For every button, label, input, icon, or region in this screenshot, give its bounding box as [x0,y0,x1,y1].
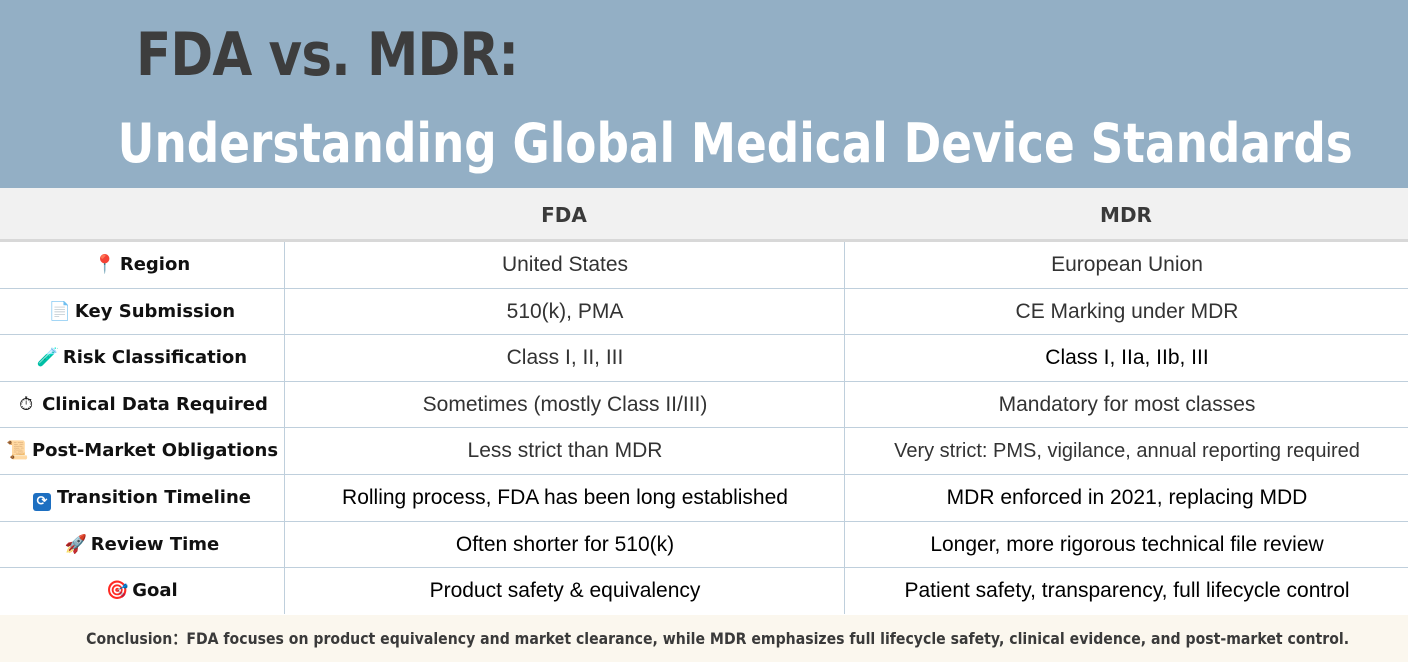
fda-cell: Rolling process, FDA has been long estab… [284,474,845,521]
stopwatch-icon: ⏱ [19,393,34,415]
mdr-cell: Patient safety, transparency, full lifec… [844,568,1408,615]
row-label: 📄 Key Submission [0,289,284,335]
test-tube-icon: 🧪 [36,347,60,369]
fda-cell: 510(k), PMA [284,288,845,335]
row-label-text: Clinical Data Required [42,393,268,415]
row-label-text: Review Time [90,533,220,555]
header-mdr: MDR [1100,203,1152,227]
target-icon: 🎯 [106,580,129,602]
conclusion-bar: Conclusion：FDA focuses on product equiva… [0,615,1408,662]
row-label: 🚀 Review Time [0,522,284,568]
refresh-icon: ⟳ [32,492,51,511]
mdr-cell: MDR enforced in 2021, replacing MDD [844,474,1408,521]
fda-cell: Less strict than MDR [284,428,845,475]
row-label-text: Risk Classification [62,347,248,369]
fda-cell: Often shorter for 510(k) [284,521,845,568]
row-label: ⟳ Transition Timeline [0,475,284,521]
table-row: 🚀 Review Time Often shorter for 510(k) Lo… [0,521,1408,569]
conclusion-text: Conclusion：FDA focuses on product equiva… [86,629,1350,648]
row-label-text: Key Submission [74,300,236,322]
document-icon: 📄 [48,300,72,322]
fda-cell: Class I, II, III [284,335,845,382]
table-row: 📍 Region United States European Union [0,242,1408,289]
table-row: 🎯 Goal Product safety & equivalency Patie… [0,568,1408,615]
scroll-icon: 📜 [5,440,29,462]
comparison-table: FDA MDR 📍 Region United States European U… [0,188,1408,662]
table-header-row: FDA MDR [0,188,1408,242]
table-row: 📄 Key Submission 510(k), PMA CE Marking u… [0,288,1408,336]
mdr-cell: Very strict: PMS, vigilance, annual repo… [844,428,1408,475]
page-subtitle: Understanding Global Medical Device Stan… [0,112,1408,175]
row-label: 📍 Region [0,242,284,288]
row-label-text: Transition Timeline [56,486,252,508]
row-label-text: Goal [132,580,178,602]
mdr-cell: Class I, IIa, IIb, III [844,335,1408,382]
fda-cell: Product safety & equivalency [284,568,845,615]
row-label: 📜 Post-Market Obligations [0,428,284,474]
row-label-text: Post-Market Obligations [31,440,279,462]
row-label-text: Region [119,254,191,275]
row-label: 🎯 Goal [0,568,284,614]
header-fda: FDA [541,203,587,227]
row-label: 🧪 Risk Classification [0,335,284,381]
header-label-column [0,188,284,242]
page-title: FDA vs. MDR: [136,20,519,90]
rocket-icon: 🚀 [64,533,88,555]
mdr-cell: Longer, more rigorous technical file rev… [844,521,1408,568]
pin-icon: 📍 [93,254,117,275]
fda-cell: Sometimes (mostly Class II/III) [284,381,845,428]
mdr-cell: European Union [844,242,1408,288]
table-row: 📜 Post-Market Obligations Less strict tha… [0,428,1408,475]
table-body: 📍 Region United States European Union 📄 Ke… [0,242,1408,615]
page-subtitle-text: Understanding Global Medical Device Stan… [117,112,1353,175]
row-label: ⏱ Clinical Data Required [0,382,284,428]
table-row: ⏱ Clinical Data Required Sometimes (mostl… [0,381,1408,429]
header-banner: FDA vs. MDR: Understanding Global Medica… [0,0,1408,188]
fda-cell: United States [284,242,845,288]
table-row: ⟳ Transition Timeline Rolling process, FD… [0,474,1408,522]
table-row: 🧪 Risk Classification Class I, II, III Cl… [0,335,1408,382]
mdr-cell: Mandatory for most classes [844,381,1408,428]
mdr-cell: CE Marking under MDR [844,288,1408,335]
